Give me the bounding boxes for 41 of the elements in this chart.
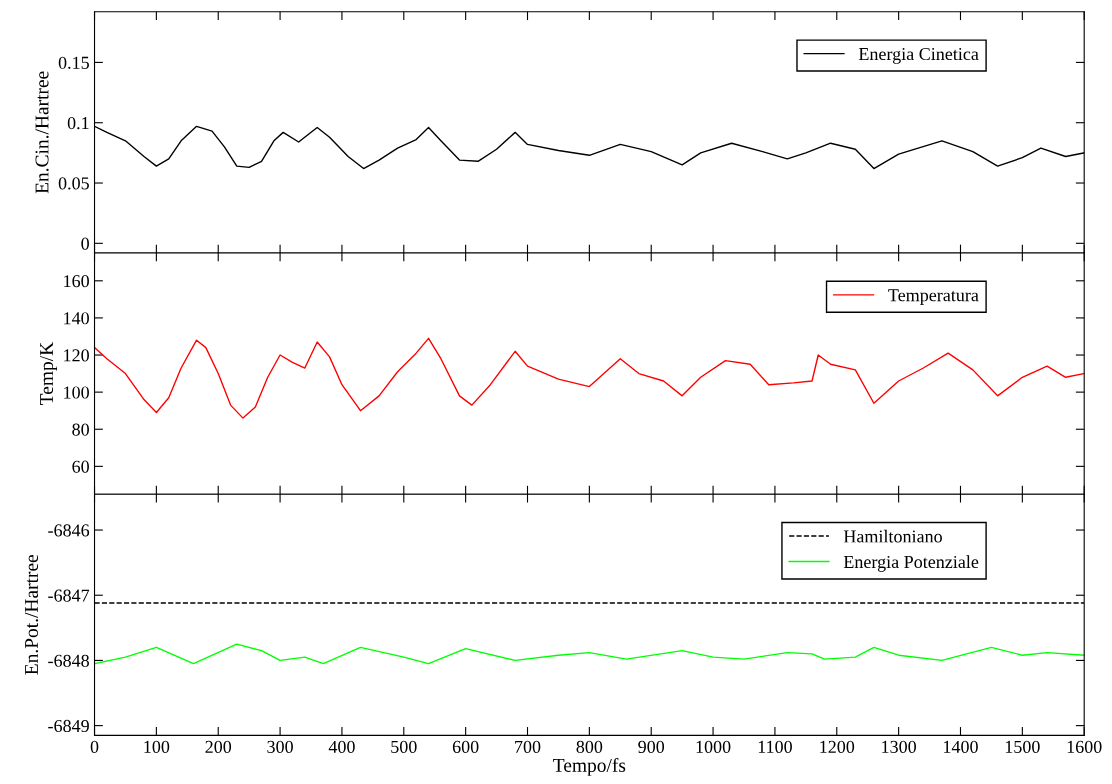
- x-tick-label: 100: [144, 740, 170, 753]
- x-tick-label: 700: [515, 740, 541, 753]
- x-tick-label: 1100: [758, 740, 792, 753]
- x-tick-label: 1500: [1005, 740, 1040, 753]
- y-tick-label: 100: [64, 386, 89, 399]
- y-tick-label: 160: [64, 275, 89, 288]
- y-axis-title: En.Pot./Hartree: [25, 554, 39, 675]
- y-tick-label: 80: [72, 423, 89, 436]
- x-tick-label: 900: [638, 740, 665, 753]
- line-series: [94, 643, 1085, 665]
- legend-label: Temperatura: [888, 289, 979, 305]
- y-tick-label: -6849: [48, 719, 89, 733]
- x-tick-label: 0: [90, 740, 99, 753]
- x-tick-label: 300: [267, 740, 293, 753]
- x-tick-label: 200: [205, 740, 232, 753]
- y-axis-title: Temp/K: [40, 342, 58, 405]
- legend-label: Hamiltoniano: [843, 529, 942, 543]
- x-tick-label: 600: [452, 740, 479, 753]
- y-tick-label: 140: [64, 312, 89, 325]
- x-tick-label: 1200: [820, 740, 855, 753]
- y-axis-title: En.Cin./Hartree: [35, 71, 49, 194]
- line-series: [94, 337, 1085, 419]
- y-tick-label: -6848: [48, 654, 89, 667]
- x-tick-label: 400: [328, 740, 355, 753]
- y-tick-label: 0.1: [67, 116, 89, 130]
- y-tick-label: 0.15: [58, 56, 89, 69]
- x-tick-label: 1400: [944, 740, 978, 753]
- x-tick-label: 1300: [882, 740, 916, 753]
- x-tick-label: 500: [391, 740, 417, 753]
- legend-label: Energia Potenziale: [843, 555, 979, 572]
- y-tick-label: 0: [81, 237, 89, 250]
- y-tick-label: 0.05: [58, 177, 89, 190]
- x-tick-label: 1600: [1067, 740, 1102, 753]
- x-axis-title: Tempo/fs: [553, 758, 626, 776]
- legend-label: Energia Cinetica: [858, 47, 979, 64]
- y-tick-label: -6847: [48, 589, 90, 602]
- y-tick-label: -6846: [48, 524, 90, 537]
- x-tick-label: 800: [576, 740, 603, 753]
- y-tick-label: 120: [64, 349, 89, 362]
- y-tick-label: 60: [72, 460, 89, 473]
- x-tick-label: 1000: [696, 740, 731, 753]
